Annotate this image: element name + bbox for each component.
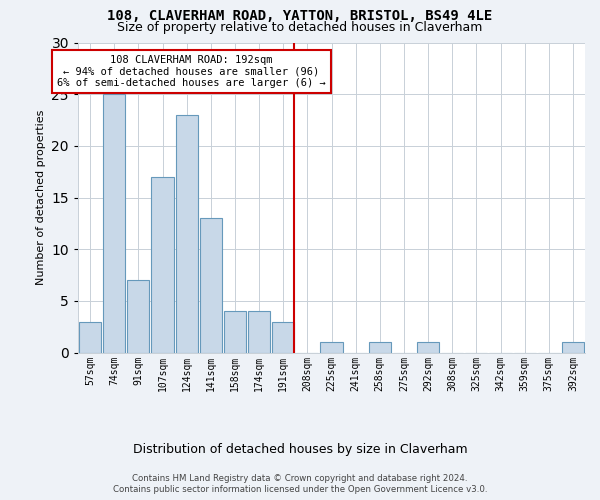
Bar <box>176 115 198 352</box>
Text: 108, CLAVERHAM ROAD, YATTON, BRISTOL, BS49 4LE: 108, CLAVERHAM ROAD, YATTON, BRISTOL, BS… <box>107 9 493 23</box>
Text: Size of property relative to detached houses in Claverham: Size of property relative to detached ho… <box>118 21 482 34</box>
Bar <box>79 322 101 352</box>
Bar <box>417 342 439 352</box>
Bar <box>224 311 246 352</box>
Bar <box>127 280 149 352</box>
Text: Distribution of detached houses by size in Claverham: Distribution of detached houses by size … <box>133 442 467 456</box>
Text: Contains HM Land Registry data © Crown copyright and database right 2024.
Contai: Contains HM Land Registry data © Crown c… <box>113 474 487 494</box>
Bar <box>103 94 125 352</box>
Bar <box>368 342 391 352</box>
Bar <box>151 177 173 352</box>
Bar <box>248 311 270 352</box>
Bar <box>562 342 584 352</box>
Bar <box>200 218 222 352</box>
Bar <box>320 342 343 352</box>
Bar <box>272 322 295 352</box>
Y-axis label: Number of detached properties: Number of detached properties <box>36 110 46 285</box>
Text: 108 CLAVERHAM ROAD: 192sqm
← 94% of detached houses are smaller (96)
6% of semi-: 108 CLAVERHAM ROAD: 192sqm ← 94% of deta… <box>57 55 326 88</box>
